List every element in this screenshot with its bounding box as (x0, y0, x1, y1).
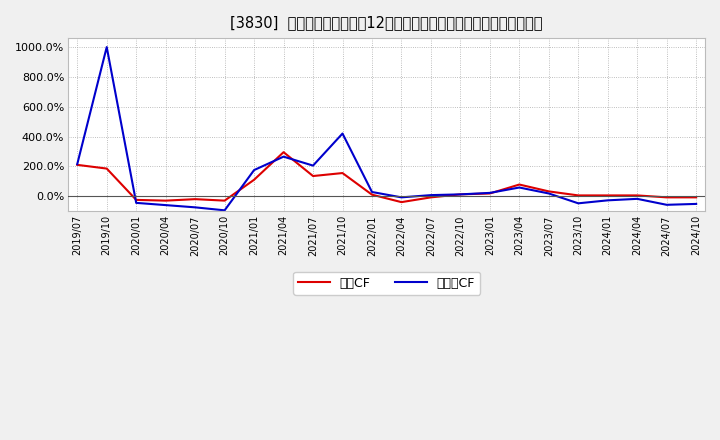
営業CF (102, 166, 111, 171)
フリーCF (603, 198, 612, 203)
フリーCF (279, 154, 288, 159)
フリーCF (161, 202, 170, 208)
フリーCF (397, 195, 406, 200)
フリーCF (574, 201, 582, 206)
営業CF (309, 173, 318, 179)
営業CF (161, 198, 170, 203)
Line: フリーCF: フリーCF (77, 47, 696, 210)
フリーCF (102, 44, 111, 50)
フリーCF (73, 161, 81, 167)
フリーCF (692, 201, 701, 206)
営業CF (73, 162, 81, 168)
営業CF (574, 193, 582, 198)
フリーCF (309, 163, 318, 168)
営業CF (692, 195, 701, 200)
営業CF (485, 191, 494, 196)
Title: [3830]  キャッシュフローの12か月移動合計の対前年同期増減率の推移: [3830] キャッシュフローの12か月移動合計の対前年同期増減率の推移 (230, 15, 543, 30)
フリーCF (456, 192, 464, 197)
フリーCF (132, 200, 140, 205)
フリーCF (633, 196, 642, 202)
営業CF (220, 198, 229, 203)
営業CF (456, 192, 464, 197)
フリーCF (426, 192, 435, 198)
営業CF (515, 182, 523, 187)
営業CF (633, 193, 642, 198)
営業CF (603, 193, 612, 198)
営業CF (368, 192, 377, 197)
営業CF (279, 150, 288, 155)
フリーCF (544, 191, 553, 196)
フリーCF (515, 185, 523, 190)
営業CF (250, 177, 258, 183)
フリーCF (662, 202, 671, 207)
営業CF (426, 195, 435, 200)
フリーCF (485, 190, 494, 195)
Legend: 営業CF, フリーCF: 営業CF, フリーCF (293, 272, 480, 295)
フリーCF (368, 189, 377, 194)
フリーCF (191, 205, 199, 210)
営業CF (338, 170, 347, 176)
営業CF (662, 195, 671, 200)
フリーCF (338, 131, 347, 136)
営業CF (191, 197, 199, 202)
営業CF (132, 197, 140, 202)
フリーCF (250, 168, 258, 173)
フリーCF (220, 208, 229, 213)
営業CF (544, 189, 553, 194)
Line: 営業CF: 営業CF (77, 152, 696, 202)
営業CF (397, 199, 406, 205)
